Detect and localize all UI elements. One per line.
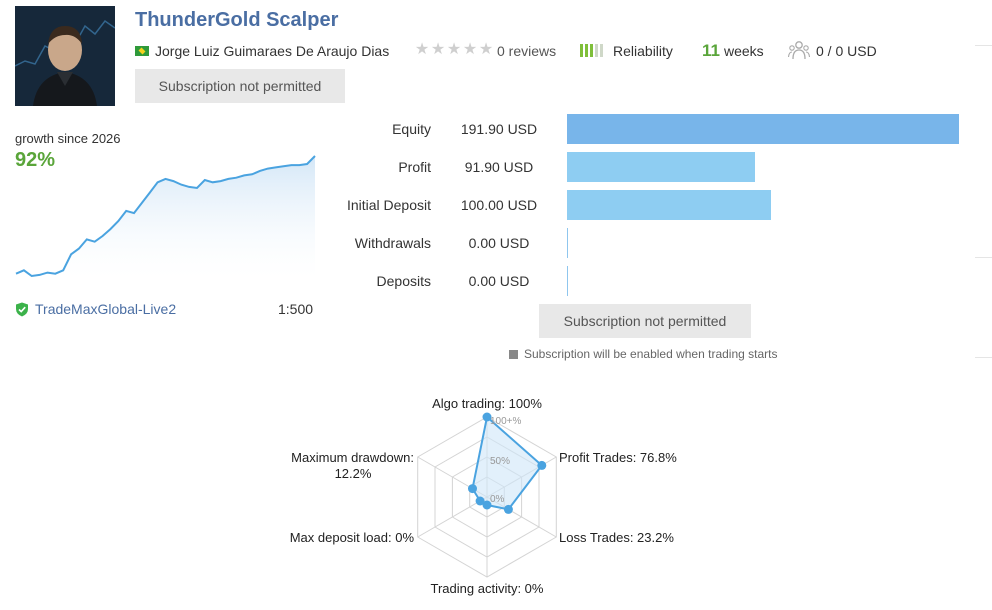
subscribe-button-secondary[interactable]: Subscription not permitted <box>539 304 751 338</box>
subscribers-icon <box>787 40 811 65</box>
profit-bar <box>567 152 755 182</box>
divider <box>975 357 992 358</box>
algo-trading-label: Algo trading: 100% <box>432 396 542 411</box>
server-row: TradeMaxGlobal-Live2 <box>15 301 176 317</box>
strategy-title[interactable]: ThunderGold Scalper <box>135 9 339 31</box>
radar-chart: 100+% 50% 0% Algo trading: 100% Profit T… <box>290 396 677 596</box>
profit-label: Profit <box>398 159 431 175</box>
star-icon: ★ <box>478 41 494 58</box>
initial-deposit-bar <box>567 190 771 220</box>
max-drawdown-label: Maximum drawdown: <box>291 450 414 465</box>
radar-point <box>503 504 513 514</box>
star-icon: ★ <box>446 41 462 58</box>
star-icon: ★ <box>414 41 430 58</box>
withdrawals-bar <box>567 228 568 258</box>
info-icon <box>509 349 518 359</box>
profit-value: 91.90 USD <box>464 159 534 175</box>
subscription-note: Subscription will be enabled when tradin… <box>509 347 777 361</box>
deposits-label: Deposits <box>376 273 431 289</box>
divider <box>975 257 992 258</box>
deposits-bar <box>567 266 568 296</box>
subscribe-button[interactable]: Subscription not permitted <box>135 69 345 103</box>
reliability-label: Reliability <box>613 43 673 59</box>
radar-point <box>468 484 477 494</box>
author-name[interactable]: Jorge Luiz Guimaraes De Araujo Dias <box>155 43 390 59</box>
radar-point <box>537 460 547 470</box>
subscription-note-text: Subscription will be enabled when tradin… <box>524 347 778 361</box>
reliability-icon <box>580 44 603 57</box>
weeks-value: 11 <box>702 41 720 60</box>
divider <box>975 45 992 46</box>
weeks-count: 11 weeks <box>702 41 764 61</box>
max-drawdown-value: 12.2% <box>335 466 372 481</box>
radar-point <box>475 496 485 506</box>
radar-axis-line <box>417 496 488 538</box>
growth-label: growth since 2026 <box>15 131 121 146</box>
grid-label-100: 100+% <box>490 416 522 427</box>
initial-deposit-value: 100.00 USD <box>460 197 538 213</box>
equity-bar <box>567 114 959 144</box>
subscribers-value: 0 / 0 USD <box>816 43 877 59</box>
rating-stars: ★ ★ ★ ★ ★ <box>414 41 494 59</box>
sparkline-area <box>16 156 315 278</box>
max-deposit-load-label: Max deposit load: 0% <box>290 530 414 545</box>
deposits-value: 0.00 USD <box>468 273 530 289</box>
weeks-label: weeks <box>723 43 764 59</box>
sparkline-line <box>15 155 316 278</box>
equity-label: Equity <box>392 121 431 137</box>
brazil-flag-icon <box>135 46 149 56</box>
loss-trades-label: Loss Trades: 23.2% <box>559 530 674 545</box>
trading-activity-label: Trading activity: 0% <box>431 581 544 596</box>
grid-label-50: 50% <box>490 456 510 467</box>
growth-sparkline <box>15 155 316 278</box>
reviews-link[interactable]: 0 reviews <box>497 43 557 59</box>
leverage-value: 1:500 <box>278 301 314 317</box>
initial-deposit-label: Initial Deposit <box>346 197 431 213</box>
withdrawals-value: 0.00 USD <box>468 235 530 251</box>
author-row: Jorge Luiz Guimaraes De Araujo Dias <box>135 42 389 60</box>
star-icon: ★ <box>462 41 478 58</box>
avatar <box>15 6 115 106</box>
radar-point <box>482 412 492 422</box>
profit-trades-label: Profit Trades: 76.8% <box>559 450 677 465</box>
grid-label-0: 0% <box>490 494 505 505</box>
equity-value: 191.90 USD <box>460 121 538 137</box>
radar-point <box>482 500 492 510</box>
verified-shield-icon <box>16 302 28 316</box>
growth-value: 92% <box>15 149 56 171</box>
star-icon: ★ <box>430 41 446 58</box>
withdrawals-label: Withdrawals <box>354 235 431 251</box>
server-name[interactable]: TradeMaxGlobal-Live2 <box>35 301 177 317</box>
